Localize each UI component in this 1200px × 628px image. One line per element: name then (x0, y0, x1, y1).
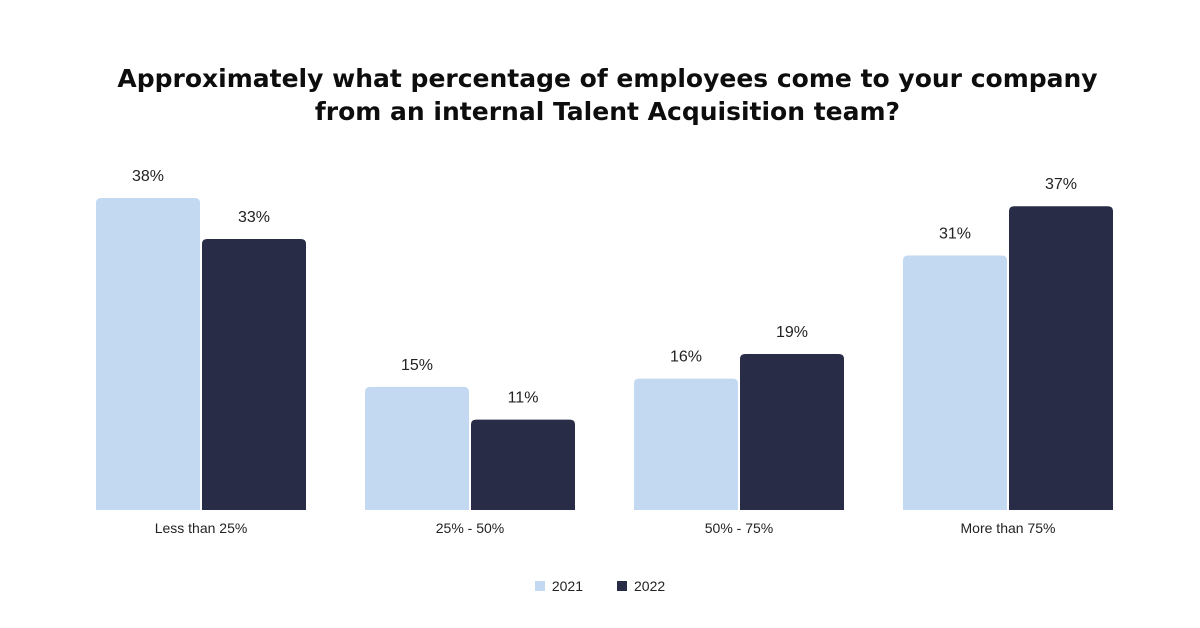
value-label: 15% (401, 357, 433, 374)
chart-title: Approximately what percentage of employe… (117, 64, 1098, 126)
legend-label: 2022 (634, 578, 666, 594)
bar-group (96, 198, 1113, 511)
bar-2022-3 (1009, 206, 1113, 511)
category-label: More than 75% (961, 520, 1056, 536)
value-label: 16% (670, 349, 702, 366)
category-label: Less than 25% (155, 520, 248, 536)
legend-swatch (617, 581, 627, 591)
legend-item: 2022 (617, 578, 665, 594)
value-label: 19% (776, 324, 808, 341)
bar-2022-2 (740, 354, 844, 510)
value-label: 11% (508, 390, 539, 407)
legend: 2021 2022 (0, 578, 1200, 594)
legend-item: 2021 (534, 578, 583, 594)
legend-swatch (534, 581, 545, 591)
category-label: 25% - 50% (436, 520, 504, 536)
bar-2021-2 (634, 378, 738, 510)
bar-2022-1 (471, 419, 575, 510)
legend-label: 2021 (551, 578, 583, 594)
value-label: 38% (132, 168, 164, 185)
category-label: 50% - 75% (705, 520, 773, 536)
bar-2021-0 (96, 198, 200, 510)
value-label: 33% (238, 209, 270, 226)
value-label-group: 38% 33% 15% 11% 16% 19% 31% 37% (132, 168, 1077, 407)
value-label: 37% (1045, 176, 1077, 193)
bar-2022-0 (202, 239, 306, 511)
value-label: 31% (939, 225, 971, 242)
category-label-group: Less than 25% 25% - 50% 50% - 75% More than… (155, 520, 1056, 536)
bar-2021-3 (903, 255, 1007, 510)
bar-2021-1 (365, 386, 469, 510)
